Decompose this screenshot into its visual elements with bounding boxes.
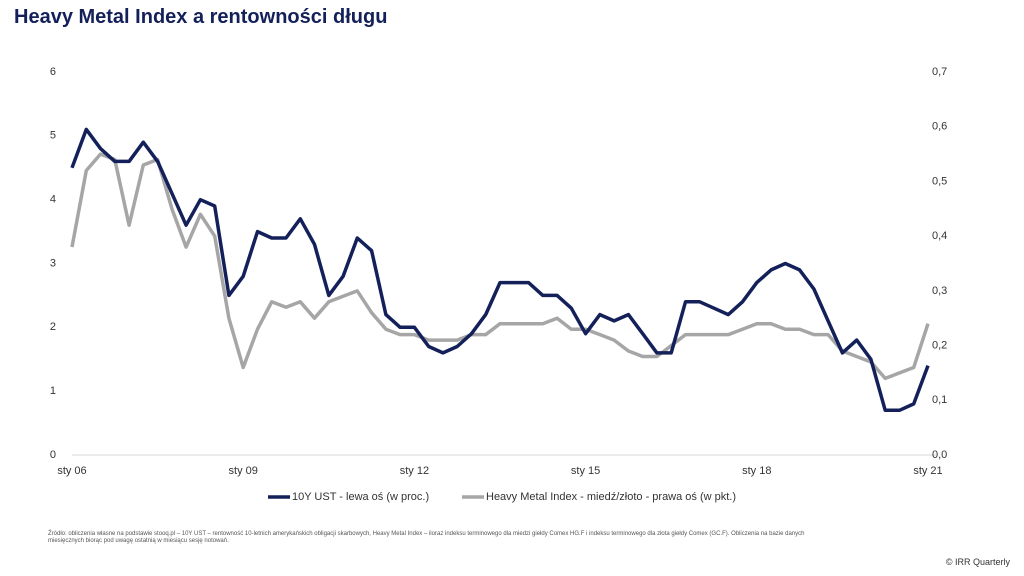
- x-tick-label: sty 18: [742, 465, 771, 477]
- y-tick-label: 6: [50, 66, 56, 78]
- series-line: [70, 127, 930, 413]
- y2-tick-label: 0,2: [932, 339, 947, 351]
- legend-label: Heavy Metal Index - miedź/złoto - prawa …: [486, 491, 736, 503]
- x-tick-label: sty 21: [913, 465, 942, 477]
- series-line: [70, 152, 930, 381]
- y-tick-label: 4: [50, 194, 56, 206]
- y2-tick-label: 0,0: [932, 449, 947, 461]
- x-tick-label: sty 06: [57, 465, 86, 477]
- y-tick-label: 5: [50, 130, 56, 142]
- y-tick-label: 2: [50, 321, 56, 333]
- x-tick-label: sty 15: [571, 465, 600, 477]
- x-tick-label: sty 09: [229, 465, 258, 477]
- y2-tick-label: 0,5: [932, 175, 947, 187]
- y2-tick-label: 0,7: [932, 66, 947, 78]
- copyright: © IRR Quarterly: [945, 557, 1010, 567]
- y-tick-label: 1: [50, 385, 56, 397]
- chart-title: Heavy Metal Index a rentowności długu: [14, 6, 388, 28]
- y2-tick-label: 0,6: [932, 121, 947, 133]
- y-tick-label: 0: [50, 449, 56, 461]
- y2-tick-label: 0,3: [932, 285, 947, 297]
- source-note: Źródło: obliczenia własne na podstawie s…: [48, 531, 805, 544]
- y2-tick-label: 0,1: [932, 394, 947, 406]
- legend-label: 10Y UST - lewa oś (w proc.): [292, 491, 429, 503]
- y-tick-label: 3: [50, 257, 56, 269]
- x-tick-label: sty 12: [400, 465, 429, 477]
- y2-tick-label: 0,4: [932, 230, 947, 242]
